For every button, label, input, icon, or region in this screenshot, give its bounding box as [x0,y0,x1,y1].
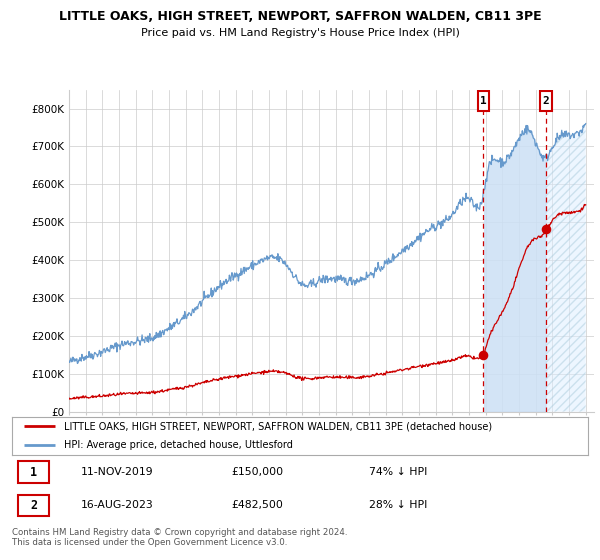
Text: Contains HM Land Registry data © Crown copyright and database right 2024.
This d: Contains HM Land Registry data © Crown c… [12,528,347,547]
Text: Price paid vs. HM Land Registry's House Price Index (HPI): Price paid vs. HM Land Registry's House … [140,28,460,38]
Point [479,351,488,360]
Text: £150,000: £150,000 [231,467,283,477]
FancyBboxPatch shape [541,91,552,111]
Text: 16-AUG-2023: 16-AUG-2023 [81,500,154,510]
Text: LITTLE OAKS, HIGH STREET, NEWPORT, SAFFRON WALDEN, CB11 3PE (detached house): LITTLE OAKS, HIGH STREET, NEWPORT, SAFFR… [64,421,492,431]
Text: £482,500: £482,500 [231,500,283,510]
FancyBboxPatch shape [18,494,49,516]
Text: 1: 1 [480,96,487,106]
Text: 2: 2 [30,498,37,512]
Text: HPI: Average price, detached house, Uttlesford: HPI: Average price, detached house, Uttl… [64,440,293,450]
Text: LITTLE OAKS, HIGH STREET, NEWPORT, SAFFRON WALDEN, CB11 3PE: LITTLE OAKS, HIGH STREET, NEWPORT, SAFFR… [59,10,541,23]
FancyBboxPatch shape [18,461,49,483]
FancyBboxPatch shape [478,91,490,111]
Text: 74% ↓ HPI: 74% ↓ HPI [369,467,427,477]
Point [541,225,551,234]
Text: 11-NOV-2019: 11-NOV-2019 [81,467,154,477]
Text: 2: 2 [543,96,550,106]
Text: 28% ↓ HPI: 28% ↓ HPI [369,500,427,510]
Text: 1: 1 [30,465,37,479]
